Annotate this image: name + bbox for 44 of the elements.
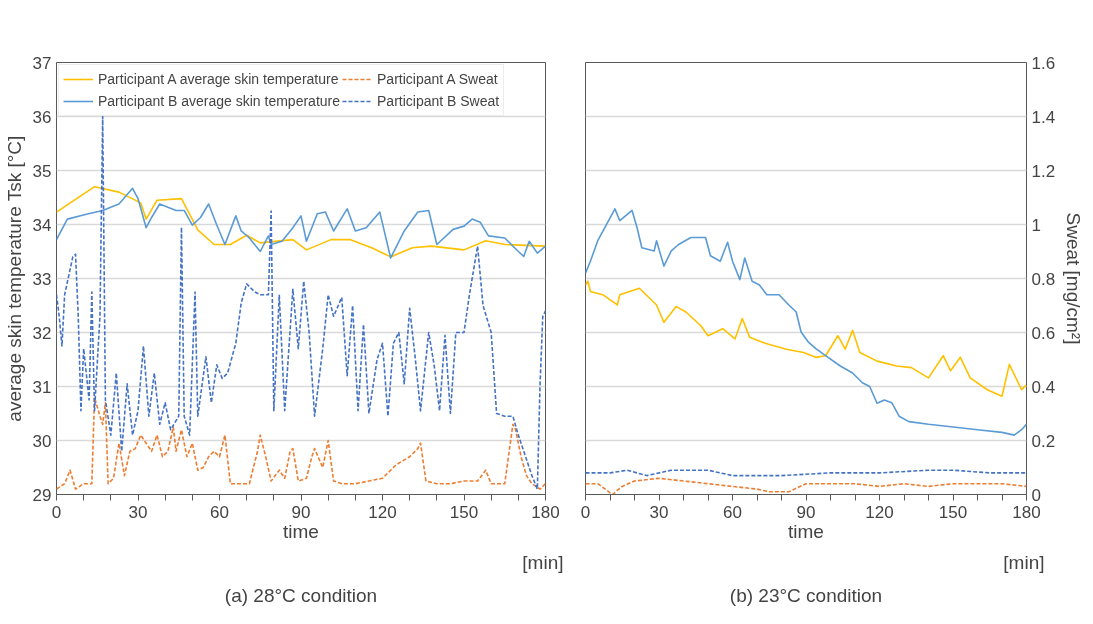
y2-tick-label: 1.2 (1031, 161, 1056, 181)
legend-label: Participant B average skin temperature (98, 93, 341, 109)
y-tick-label: 33 (32, 269, 52, 289)
x-tick-label: 60 (210, 502, 229, 522)
y-tick-label: 31 (32, 377, 52, 397)
x-tick-label: 90 (796, 502, 816, 522)
y2-tick-label: 0.4 (1031, 377, 1056, 397)
y2-tick-label: 1.6 (1031, 53, 1056, 73)
x-tick-label: 0 (51, 502, 62, 522)
text: (a) 28°C condition (224, 584, 378, 606)
y-axis-title: average skin temperature Tsk [°C] (3, 135, 25, 422)
y2-tick-label: 1 (1031, 215, 1041, 235)
x-tick-label: 180 (1012, 502, 1041, 522)
y-tick-label: 34 (32, 215, 52, 235)
legend-label: Participant A Sweat (377, 71, 498, 87)
text: [min] (1003, 551, 1045, 573)
x-tick-label: 30 (128, 502, 148, 522)
y2-tick-label: 1.4 (1031, 107, 1056, 127)
y-tick-label: 32 (32, 323, 52, 343)
x-tick-label: 0 (580, 502, 591, 522)
text: [min] (522, 551, 564, 573)
y2-tick-label: 0.8 (1031, 269, 1056, 289)
y-tick-label: 35 (32, 161, 52, 181)
y-tick-label: 37 (32, 53, 52, 73)
legend-label: Participant B Sweat (377, 93, 500, 109)
y2-tick-label: 0 (1031, 485, 1041, 505)
y-tick-label: 36 (32, 107, 52, 127)
x-tick-label: 150 (938, 502, 968, 522)
y2-tick-label: 0.6 (1031, 323, 1056, 343)
text: (b) 23°C condition (729, 584, 883, 606)
legend-label: Participant A average skin temperature (98, 71, 339, 87)
x-axis-title: time (788, 520, 824, 542)
x-axis-title: time (283, 520, 319, 542)
x-tick-label: 150 (449, 502, 479, 522)
y2-tick-label: 0.2 (1031, 431, 1056, 451)
y-tick-label: 29 (32, 485, 52, 505)
x-tick-label: 120 (865, 502, 894, 522)
x-tick-label: 90 (291, 502, 311, 522)
y2-axis-title: Sweat [mg/cm²] (1063, 212, 1085, 345)
x-tick-label: 30 (649, 502, 669, 522)
y-tick-label: 30 (32, 431, 52, 451)
x-tick-label: 60 (723, 502, 742, 522)
x-tick-label: 180 (531, 502, 560, 522)
x-tick-label: 120 (368, 502, 397, 522)
